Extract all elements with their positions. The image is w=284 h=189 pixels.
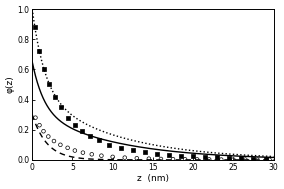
Point [207, 158, 212, 161]
Point [191, 155, 195, 158]
Point [37, 50, 42, 53]
Point [58, 143, 63, 146]
Point [135, 157, 139, 160]
Point [33, 26, 38, 29]
Point [52, 139, 56, 143]
Y-axis label: φ(z): φ(z) [6, 76, 14, 93]
Point [33, 116, 38, 119]
Point [251, 157, 256, 160]
Point [167, 153, 171, 156]
Point [219, 158, 224, 161]
Point [47, 83, 51, 86]
Point [267, 158, 272, 161]
Point [65, 146, 70, 149]
Point [81, 151, 85, 154]
Point [80, 130, 84, 133]
Point [179, 154, 183, 157]
Point [65, 116, 70, 119]
Point [59, 106, 63, 109]
Point [171, 158, 175, 161]
Point [122, 156, 127, 159]
Point [53, 95, 57, 98]
Point [131, 149, 135, 152]
Point [231, 158, 236, 161]
Point [37, 124, 42, 127]
Point [195, 158, 199, 161]
Point [73, 124, 77, 127]
Point [227, 156, 231, 160]
Point [73, 149, 77, 152]
Point [97, 139, 101, 142]
Point [215, 156, 220, 159]
Point [110, 155, 115, 158]
Point [183, 158, 187, 161]
Point [99, 154, 104, 157]
Point [46, 135, 51, 138]
Point [41, 130, 46, 133]
Point [147, 157, 151, 160]
Point [118, 146, 123, 149]
Point [239, 157, 244, 160]
Point [203, 156, 208, 159]
Point [159, 157, 163, 160]
Point [155, 152, 159, 155]
Point [88, 134, 92, 137]
Point [263, 157, 268, 160]
Point [255, 158, 260, 161]
Point [106, 143, 111, 146]
Point [42, 68, 47, 71]
Point [143, 150, 147, 153]
X-axis label: z  (nm): z (nm) [137, 174, 169, 184]
Point [89, 153, 94, 156]
Point [243, 158, 248, 161]
